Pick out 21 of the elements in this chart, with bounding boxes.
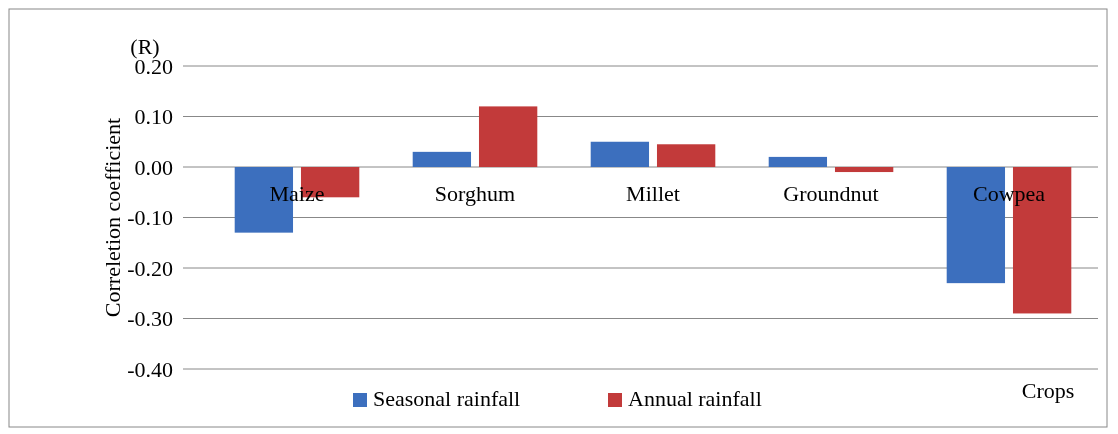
y-tick-label: -0.40 — [127, 356, 173, 382]
x-tick-label: Groundnut — [783, 181, 879, 206]
x-axis-title: Crops — [1021, 378, 1075, 403]
bar — [656, 144, 716, 167]
bar — [834, 167, 894, 173]
bar — [412, 151, 472, 167]
bar — [768, 156, 828, 167]
legend-label: Annual rainfall — [628, 386, 762, 411]
bar — [590, 141, 650, 167]
bar — [478, 106, 538, 167]
legend-label: Seasonal rainfall — [373, 386, 521, 411]
y-tick-label: 0.00 — [134, 154, 173, 180]
y-tick-label: 0.10 — [134, 104, 173, 130]
x-tick-label: Millet — [626, 181, 680, 206]
y-tick-label: -0.30 — [127, 306, 173, 332]
x-tick-label: Sorghum — [434, 181, 516, 206]
x-tick-label: Maize — [269, 181, 325, 206]
y-tick-label: -0.20 — [127, 255, 173, 281]
x-tick-label: Cowpea — [972, 181, 1046, 206]
y-tick-label: -0.10 — [127, 205, 173, 231]
y-axis-title: Correletion coefficient — [100, 117, 125, 318]
